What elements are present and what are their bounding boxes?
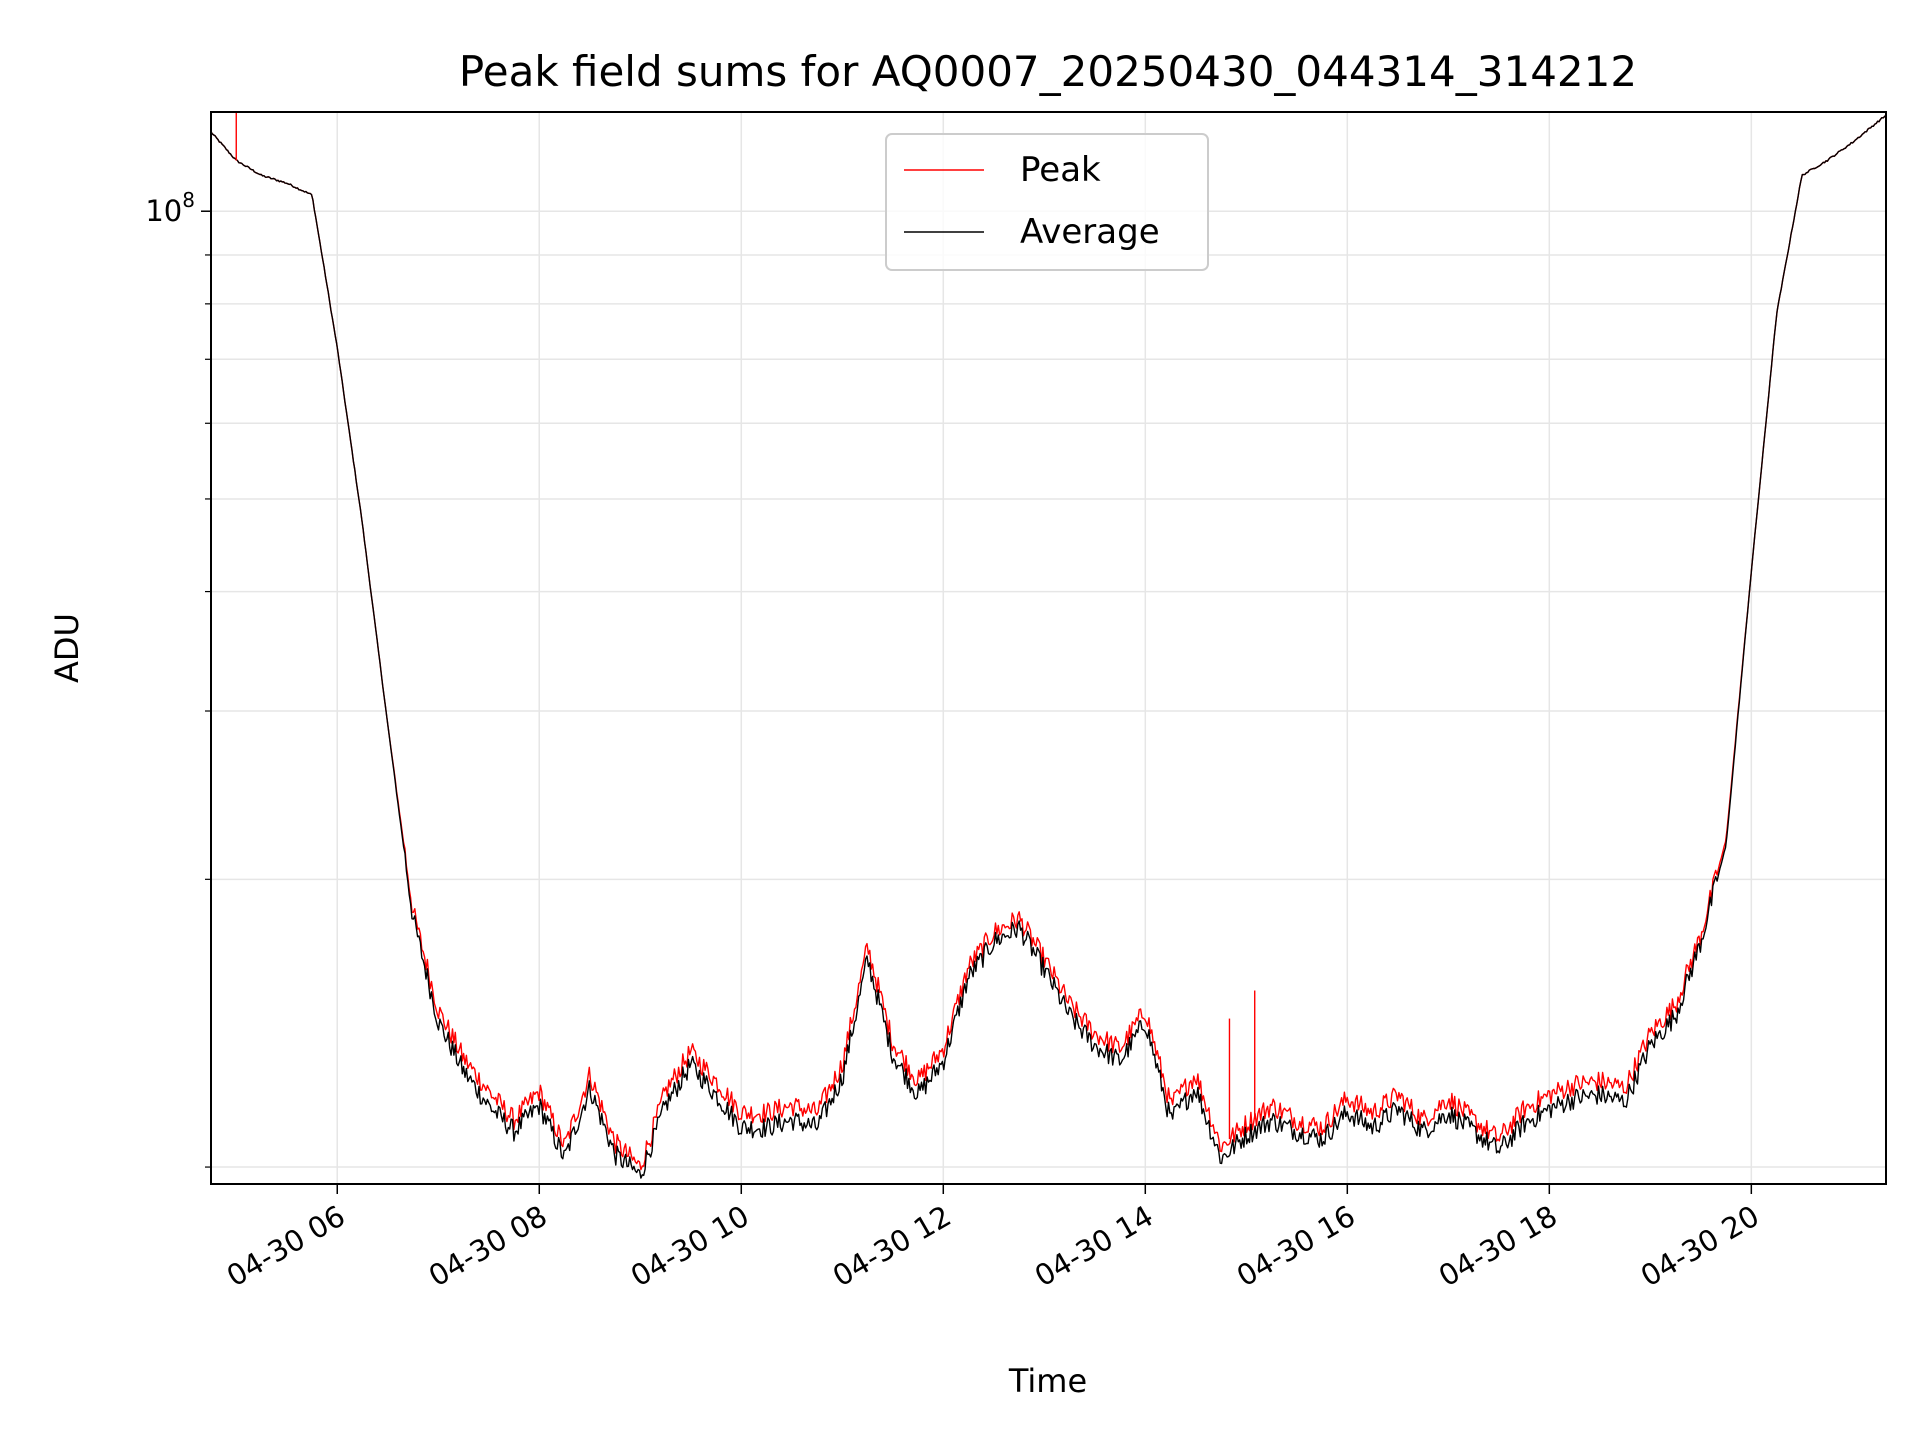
- legend-label-average: Average: [1020, 212, 1160, 252]
- y-tick-exponent: 8: [182, 188, 195, 212]
- y-axis-label: ADU: [48, 613, 86, 683]
- series-line-average: [211, 114, 1886, 1179]
- series-layer: [211, 112, 1886, 1179]
- x-axis-label: Time: [1008, 1362, 1087, 1400]
- series-line-peak: [211, 114, 1886, 1171]
- chart-title: Peak field sums for AQ0007_20250430_0443…: [459, 47, 1637, 96]
- legend-label-peak: Peak: [1020, 150, 1101, 190]
- y-axis: 108: [145, 188, 211, 1168]
- legend-box: [885, 133, 1209, 271]
- grid: [211, 112, 1886, 1184]
- y-tick-base: 10: [145, 194, 182, 228]
- y-tick-label: 108: [145, 188, 195, 228]
- plot-frame: [210, 111, 1887, 1185]
- legend: Peak Average: [885, 133, 1209, 271]
